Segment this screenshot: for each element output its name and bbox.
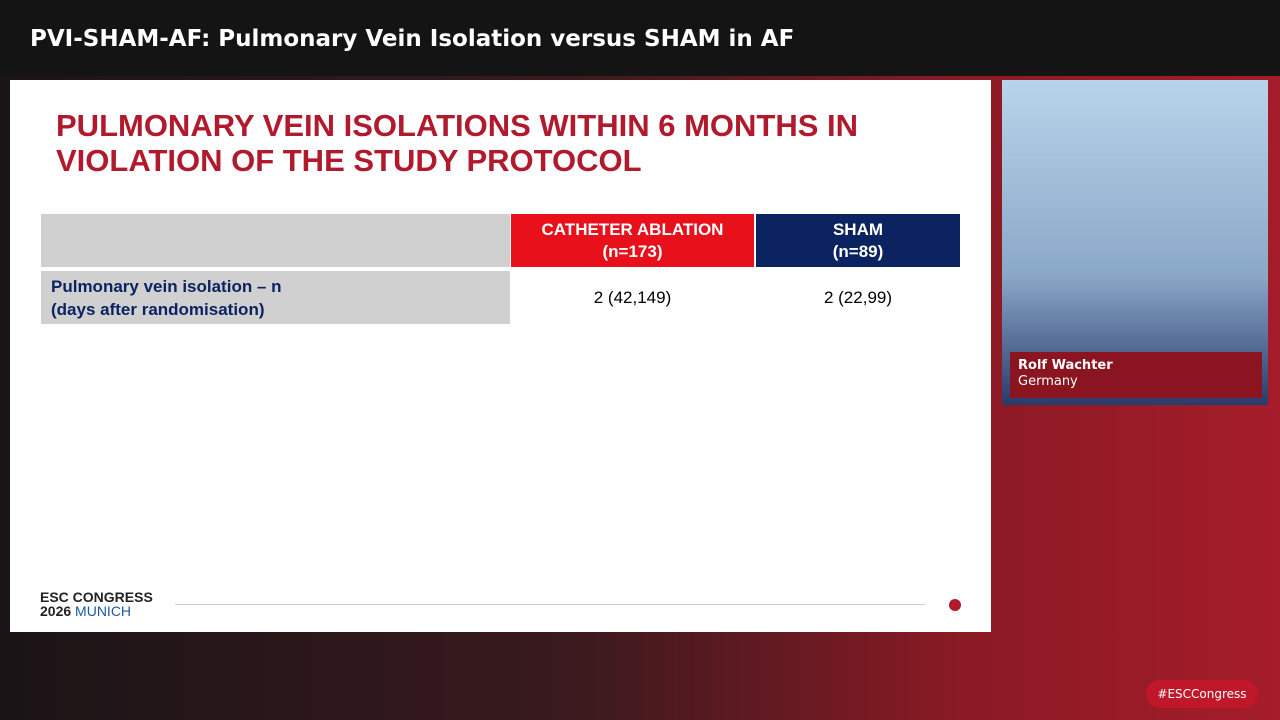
row-label: Pulmonary vein isolation – n (days after … xyxy=(41,271,510,324)
logo-year: 2026 xyxy=(40,603,72,619)
logo-line: ESC CONGRESS xyxy=(40,589,153,605)
progress-dot xyxy=(949,599,961,611)
speaker-video: Rolf Wachter Germany xyxy=(1002,80,1268,405)
footer-logo: ESC CONGRESS 2026 MUNICH xyxy=(40,590,153,618)
speaker-name: Rolf Wachter xyxy=(1018,358,1113,373)
col-header: SHAM (n=89) xyxy=(756,214,960,267)
logo-city: MUNICH xyxy=(75,603,132,619)
speaker-caption: Rolf Wachter Germany xyxy=(1010,352,1262,398)
col-header: CATHETER ABLATION (n=173) xyxy=(511,214,754,267)
hashtag: #ESCCongress xyxy=(1146,680,1258,708)
col-name: SHAM xyxy=(832,220,884,239)
col-n: (n=89) xyxy=(832,242,884,261)
header-blank xyxy=(41,214,510,267)
slide: PULMONARY VEIN ISOLATIONS WITHIN 6 MONTH… xyxy=(10,80,991,632)
col-n: (n=173) xyxy=(602,242,663,261)
progress-line xyxy=(175,604,925,605)
speaker-country: Germany xyxy=(1018,374,1078,389)
cell: 2 (22,99) xyxy=(823,288,893,307)
row-label-line: (days after randomisation) xyxy=(51,300,265,319)
cell: 2 (42,149) xyxy=(593,288,672,307)
header-title: PVI-SHAM-AF: Pulmonary Vein Isolation ve… xyxy=(0,0,1280,76)
row-label-line: Pulmonary vein isolation – n xyxy=(51,277,282,296)
slide-title: PULMONARY VEIN ISOLATIONS WITHIN 6 MONTH… xyxy=(56,108,859,178)
col-name: CATHETER ABLATION xyxy=(541,220,724,239)
